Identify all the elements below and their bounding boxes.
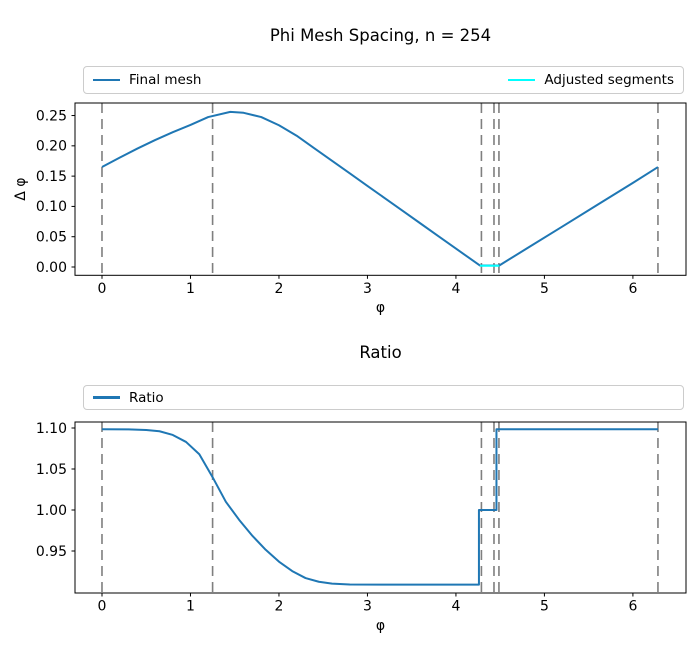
x-tick-label: 6: [628, 281, 637, 297]
x-tick-label: 3: [363, 599, 372, 615]
legend-label: Final mesh: [129, 72, 202, 88]
chart1-title: Phi Mesh Spacing, n = 254: [269, 26, 492, 45]
legend-label: Ratio: [129, 389, 164, 406]
ratio-line: [101, 428, 658, 586]
chart2-legend: Ratio: [83, 385, 684, 410]
y-tick-label: 1.10: [36, 421, 67, 437]
ratio-legend-swatch: [93, 396, 120, 399]
x-tick-label: 2: [275, 599, 284, 615]
x-tick-label: 4: [451, 599, 460, 615]
x-tick-label: 1: [186, 599, 195, 615]
axes-spines: [74, 421, 687, 594]
legend-label: Adjusted segments: [544, 72, 674, 88]
x-tick-label: 1: [186, 281, 195, 297]
final-mesh-legend-swatch: [93, 78, 120, 82]
y-tick-label: 1.05: [36, 462, 67, 478]
x-tick-label: 4: [451, 281, 460, 297]
x-tick-label: 6: [628, 599, 637, 615]
legend-entry-final-mesh: Final mesh: [93, 72, 201, 88]
y-tick-label: 0.25: [36, 108, 67, 124]
x-tick-label: 2: [275, 281, 284, 297]
y-tick-label: 0.15: [36, 169, 67, 185]
x-tick-label: 3: [363, 281, 372, 297]
x-tick-label: 5: [540, 599, 549, 615]
y-axis-label: Δ φ: [13, 178, 29, 201]
x-tick-label: 0: [98, 281, 107, 297]
adjusted-segments-legend-swatch: [508, 78, 536, 82]
y-tick-label: 0.95: [36, 544, 67, 560]
y-tick-label: 0.05: [36, 230, 67, 246]
chart1-xlabel: φ: [375, 300, 386, 316]
x-tick-label: 0: [98, 599, 107, 615]
y-tick-label: 0.00: [36, 260, 67, 276]
legend-entry-adjusted-segments: Adjusted segments: [508, 72, 674, 88]
chart2-title: Ratio: [359, 343, 402, 362]
chart2-xlabel: φ: [375, 618, 386, 634]
y-tick-label: 0.20: [36, 139, 67, 155]
x-tick-label: 5: [540, 281, 549, 297]
axes-spines: [74, 102, 687, 276]
chart1-legend: Final mesh Adjusted segments: [83, 66, 684, 94]
final-mesh-line: [101, 110, 659, 267]
y-tick-label: 1.00: [36, 503, 67, 519]
legend-entry-ratio: Ratio: [93, 390, 164, 406]
y-tick-label: 0.10: [36, 199, 67, 215]
